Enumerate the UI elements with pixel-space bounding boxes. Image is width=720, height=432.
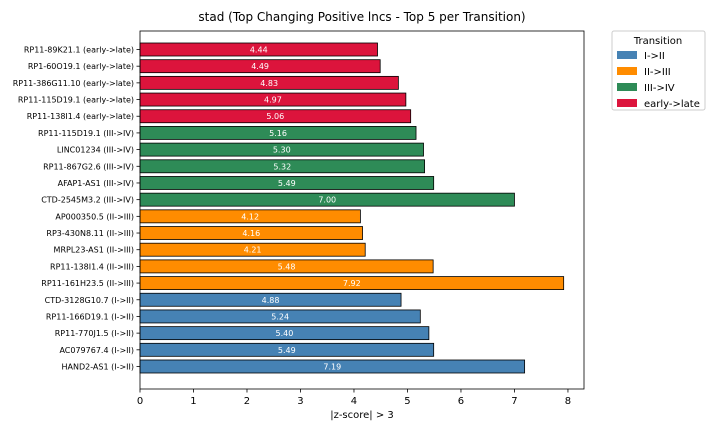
y-tick-label: RP1-60O19.1 (early->late) [28, 62, 134, 71]
legend: Transition I->II II->III III->IV early->lat… [611, 30, 706, 111]
legend-title: Transition [633, 36, 682, 47]
y-tick-label: RP11-770J1.5 (I->II) [55, 329, 134, 338]
x-tick-label: 2 [244, 396, 250, 407]
y-tick-label: RP3-430N8.11 (II->III) [46, 229, 134, 238]
x-tick-label: 8 [565, 396, 571, 407]
x-tick-label: 7 [511, 396, 517, 407]
bar-value-label: 5.48 [278, 262, 296, 271]
x-tick-label: 3 [297, 396, 303, 407]
bar-value-label: 4.88 [262, 296, 280, 305]
y-tick-label: RP11-89K21.1 (early->late) [24, 46, 134, 55]
bar-value-label: 5.49 [278, 346, 296, 355]
bar-value-label: 5.06 [266, 112, 284, 121]
y-tick-label: RP11-161H23.5 (II->III) [41, 279, 134, 288]
y-tick-label: RP11-138I1.4 (early->late) [27, 112, 134, 121]
bar-value-label: 4.49 [251, 62, 269, 71]
chart-title: stad (Top Changing Positive lncs - Top 5… [198, 10, 525, 24]
legend-label: II->III [644, 67, 671, 78]
y-tick-label: CTD-2545M3.2 (III->IV) [41, 196, 134, 205]
bar-value-label: 5.32 [273, 162, 291, 171]
bar-value-label: 4.83 [260, 79, 278, 88]
plot-frame [139, 30, 585, 390]
y-tick-label: RP11-115D19.1 (early->late) [18, 96, 134, 105]
y-tick-label: RP11-166D19.1 (I->II) [46, 312, 134, 321]
x-tick-label: 4 [351, 396, 357, 407]
y-tick-label: LINC01234 (III->IV) [57, 146, 134, 155]
bar-value-label: 4.12 [241, 212, 259, 221]
legend-swatch [617, 99, 637, 107]
x-tick-label: 1 [190, 396, 196, 407]
bar-value-label: 4.97 [264, 96, 282, 105]
bar-value-label: 7.00 [318, 196, 336, 205]
legend-label: I->II [644, 51, 665, 62]
y-tick-label: RP11-115D19.1 (III->IV) [38, 129, 134, 138]
y-tick-label: RP11-138I1.4 (II->III) [50, 262, 134, 271]
y-tick-label: AFAP1-AS1 (III->IV) [58, 179, 134, 188]
bar-value-label: 4.16 [242, 229, 260, 238]
bar-value-label: 7.19 [323, 363, 341, 372]
legend-label: III->IV [644, 83, 675, 94]
bar-value-label: 4.21 [244, 246, 262, 255]
legend-swatch [617, 83, 637, 91]
bar-value-label: 4.44 [250, 46, 268, 55]
x-axis-label: |z-score| > 3 [330, 410, 394, 421]
bar-value-label: 5.49 [278, 179, 296, 188]
bar-value-label: 5.24 [271, 312, 289, 321]
y-tick-label: AC079767.4 (I->II) [59, 346, 134, 355]
y-tick-label: RP11-867G2.6 (III->IV) [43, 162, 134, 171]
legend-swatch [617, 67, 637, 75]
bar-value-label: 7.92 [343, 279, 361, 288]
y-tick-label: CTD-3128G10.7 (I->II) [45, 296, 134, 305]
y-tick-label: AP000350.5 (II->III) [55, 212, 134, 221]
bar-value-label: 5.40 [276, 329, 294, 338]
x-tick-label: 0 [137, 396, 143, 407]
bars-layer: 4.44 4.49 4.83 4.97 5.06 5.16 5.30 5.32 5.49 7.00… [139, 42, 565, 374]
axes-layer: RP11-89K21.1 (early->late) RP1-60O19.1 (e… [13, 30, 585, 407]
x-tick-label: 6 [458, 396, 464, 407]
y-tick-label: HAND2-AS1 (I->II) [61, 363, 134, 372]
bar-value-label: 5.30 [273, 146, 291, 155]
legend-swatch [617, 51, 637, 59]
y-tick-label: RP11-386G11.10 (early->late) [13, 79, 134, 88]
y-tick-label: MRPL23-AS1 (II->III) [54, 246, 134, 255]
bar-value-label: 5.16 [269, 129, 287, 138]
legend-label: early->late [644, 99, 700, 110]
x-tick-label: 5 [404, 396, 410, 407]
